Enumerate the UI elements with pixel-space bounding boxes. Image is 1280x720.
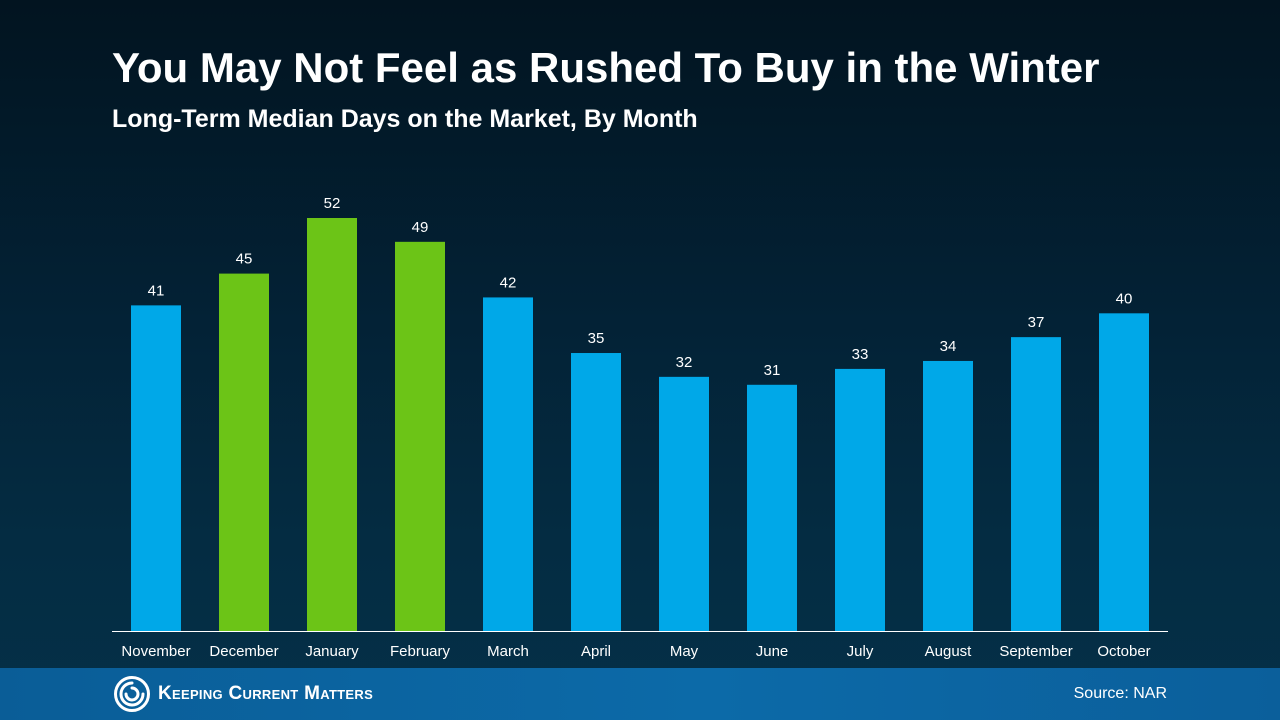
chart-subtitle: Long-Term Median Days on the Market, By … — [112, 105, 698, 133]
x-tick-november: November — [121, 643, 190, 660]
swirl-logo-icon — [114, 676, 150, 712]
data-label-august: 34 — [940, 338, 957, 355]
x-tick-february: February — [390, 643, 451, 660]
x-tick-june: June — [756, 643, 789, 660]
x-tick-august: August — [925, 643, 973, 660]
source-note: Source: NAR — [1073, 685, 1167, 702]
bar-june — [747, 384, 797, 631]
data-label-january: 52 — [324, 195, 341, 212]
bar-august — [923, 360, 973, 631]
bar-july — [835, 368, 885, 631]
bar-april — [571, 353, 621, 631]
data-label-may: 32 — [676, 354, 693, 371]
x-tick-october: October — [1097, 643, 1150, 660]
x-tick-april: April — [581, 643, 611, 660]
x-tick-december: December — [209, 643, 278, 660]
bar-november — [131, 305, 181, 631]
bar-december — [219, 273, 269, 631]
x-tick-september: September — [999, 643, 1072, 660]
data-label-october: 40 — [1116, 290, 1133, 307]
kcm-logo: Keeping Current Matters — [114, 676, 373, 712]
data-label-december: 45 — [236, 251, 253, 268]
x-tick-july: July — [847, 643, 874, 660]
footer-bar: Keeping Current Matters Source: NAR — [0, 668, 1280, 720]
chart-title: You May Not Feel as Rushed To Buy in the… — [112, 44, 1100, 91]
data-label-june: 31 — [764, 362, 781, 379]
x-tick-march: March — [487, 643, 529, 660]
bar-september — [1011, 337, 1061, 631]
bar-may — [659, 376, 709, 631]
bar-january — [307, 218, 357, 631]
data-label-april: 35 — [588, 330, 605, 347]
bar-march — [483, 297, 533, 631]
data-label-september: 37 — [1028, 314, 1045, 331]
brand-name: Keeping Current Matters — [158, 683, 374, 704]
x-tick-january: January — [305, 643, 359, 660]
x-tick-may: May — [670, 643, 699, 660]
bar-chart: 41 November 45 December 52 January 49 February 4… — [121, 195, 1150, 660]
data-label-november: 41 — [148, 282, 165, 299]
data-label-march: 42 — [500, 274, 517, 291]
bar-february — [395, 241, 445, 632]
data-label-february: 49 — [412, 219, 429, 236]
bar-october — [1099, 313, 1149, 631]
data-label-july: 33 — [852, 346, 869, 363]
